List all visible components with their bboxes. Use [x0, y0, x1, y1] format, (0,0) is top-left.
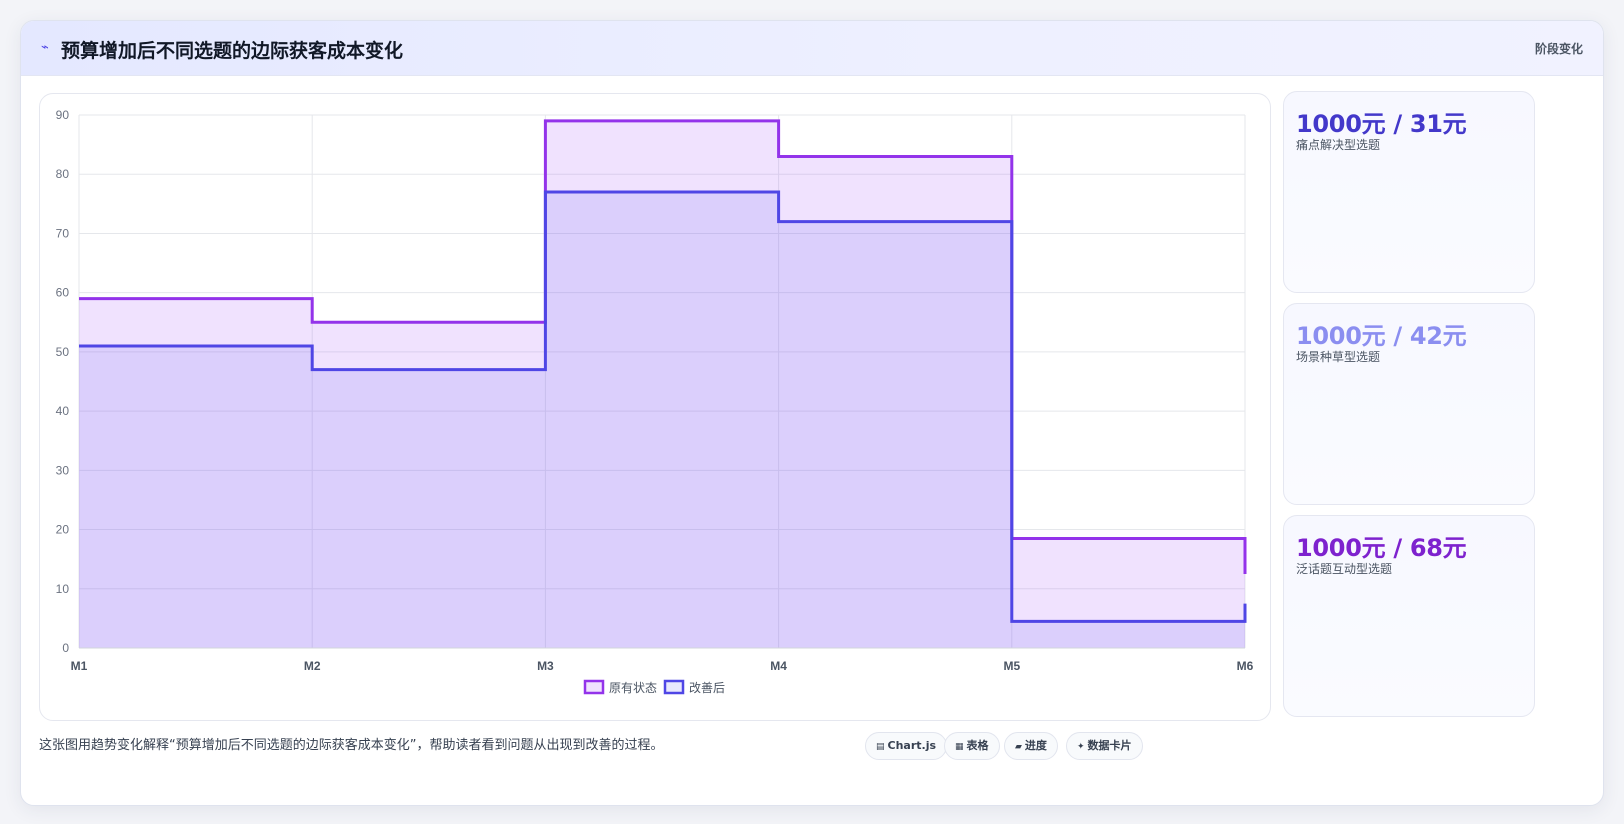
x-tick-label: M6 [1237, 659, 1254, 673]
chart-description: 这张图用趋势变化解释“预算增加后不同选题的边际获客成本变化”，帮助读者看到问题从… [39, 738, 664, 753]
tag-data-card[interactable]: ✦ 数据卡片 [1066, 732, 1143, 760]
y-tick-label: 40 [56, 404, 70, 418]
y-tick-label: 20 [56, 523, 70, 537]
legend-swatch [583, 679, 605, 695]
tag-chartjs[interactable]: ▤ Chart.js [865, 732, 948, 760]
chart-title: 预算增加后不同选题的边际获客成本变化 [61, 40, 404, 62]
stat-card-general-topic: 1000元 / 68元 泛话题互动型选题 [1283, 515, 1535, 717]
y-tick-label: 70 [56, 226, 70, 240]
y-tick-label: 30 [56, 463, 70, 477]
tag-progress[interactable]: ▰ 进度 [1004, 732, 1058, 760]
y-tick-label: 10 [56, 582, 70, 596]
chart-panel: 0 10 20 30 40 50 60 70 80 90 M1 M2 M3 M4 M5 M6 原有状态 改善后 [39, 93, 1271, 721]
tag-label: 进度 [1024, 739, 1047, 752]
legend-swatch [663, 679, 685, 695]
stat-value: 1000元 / 68元 [1296, 534, 1467, 562]
stat-value: 1000元 / 42元 [1296, 322, 1467, 350]
card-header: ⌁ 预算增加后不同选题的边际获客成本变化 阶段变化 [21, 21, 1603, 76]
table-icon: ▤ [876, 742, 885, 752]
tag-label: 数据卡片 [1087, 739, 1132, 752]
y-tick-label: 50 [56, 345, 70, 359]
stage-label: 阶段变化 [1534, 42, 1583, 56]
stat-label: 场景种草型选题 [1296, 350, 1381, 364]
stat-label: 痛点解决型选题 [1296, 138, 1381, 152]
stat-value: 1000元 / 31元 [1296, 110, 1467, 138]
stat-card-pain-point: 1000元 / 31元 痛点解决型选题 [1283, 91, 1535, 293]
chart-card: ⌁ 预算增加后不同选题的边际获客成本变化 阶段变化 0 10 20 30 40 50 60 7… [20, 20, 1604, 806]
y-tick-label: 60 [56, 286, 70, 300]
series-area-1 [79, 120, 1245, 648]
y-tick-label: 80 [56, 167, 70, 181]
tag-label: 表格 [966, 739, 989, 752]
tag-table[interactable]: ▦ 表格 [944, 732, 1000, 760]
stat-label: 泛话题互动型选题 [1296, 562, 1393, 576]
legend-label: 改善后 [689, 680, 725, 695]
series-line-2 [79, 190, 1247, 623]
sparkle-icon: ✦ [1077, 742, 1085, 752]
tag-label: Chart.js [887, 739, 937, 752]
stat-card-scenario: 1000元 / 42元 场景种草型选题 [1283, 303, 1535, 505]
grid-icon: ▦ [955, 742, 964, 752]
step-line-chart: 0 10 20 30 40 50 60 70 80 90 M1 M2 M3 M4 M5 M6 原有状态 改善后 [56, 108, 1254, 695]
progress-icon: ▰ [1015, 742, 1022, 752]
x-tick-label: M4 [770, 659, 787, 673]
y-tick-label: 90 [56, 108, 70, 122]
x-tick-label: M1 [71, 659, 88, 673]
series-area-2 [79, 191, 1245, 648]
x-tick-label: M5 [1003, 659, 1020, 673]
legend-label: 原有状态 [609, 681, 657, 695]
x-tick-label: M2 [304, 659, 321, 673]
sparkline-icon: ⌁ [41, 40, 49, 55]
x-tick-label: M3 [537, 659, 554, 673]
y-tick-label: 0 [62, 641, 69, 655]
series-line-1 [79, 119, 1247, 574]
